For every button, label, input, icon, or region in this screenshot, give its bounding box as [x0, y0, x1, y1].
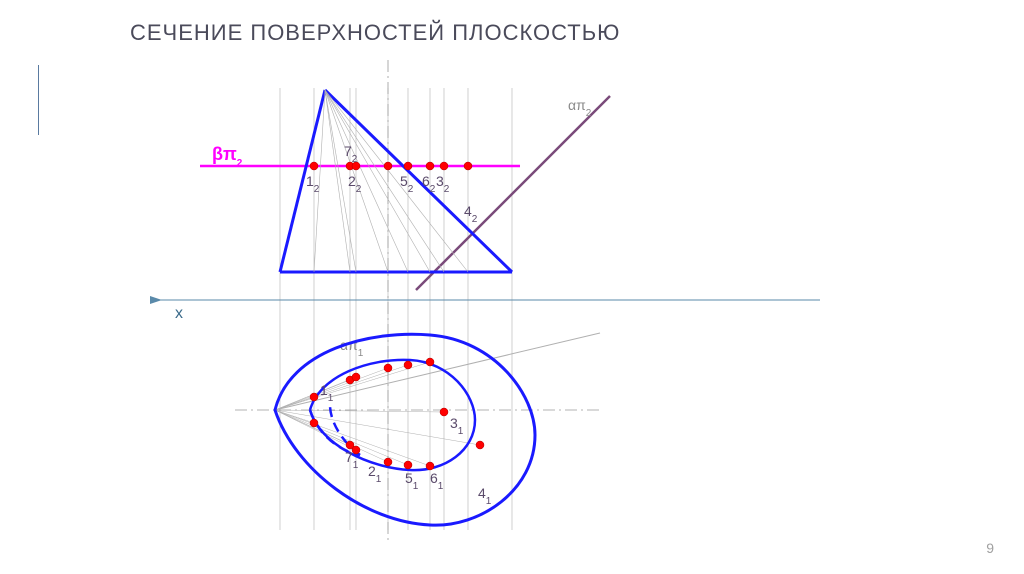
- cone-front-view: [280, 90, 512, 272]
- svg-text:61: 61: [430, 470, 444, 492]
- diagram-svg: x απ2 απ1 βπ2 12722252623242117121516131…: [0, 0, 1024, 574]
- svg-text:31: 31: [450, 415, 464, 437]
- svg-text:12: 12: [306, 173, 320, 195]
- svg-text:51: 51: [405, 470, 419, 492]
- points-group: [310, 162, 484, 470]
- alpha-top-label: απ2: [568, 97, 592, 119]
- x-axis-label: x: [175, 305, 183, 322]
- svg-text:32: 32: [436, 173, 450, 195]
- svg-text:42: 42: [464, 203, 478, 225]
- labels-group: 1272225262324211712151613141: [306, 143, 492, 507]
- alpha-trace-bottom: [275, 333, 600, 410]
- svg-text:62: 62: [422, 173, 436, 195]
- svg-text:11: 11: [320, 382, 334, 404]
- svg-text:41: 41: [478, 485, 492, 507]
